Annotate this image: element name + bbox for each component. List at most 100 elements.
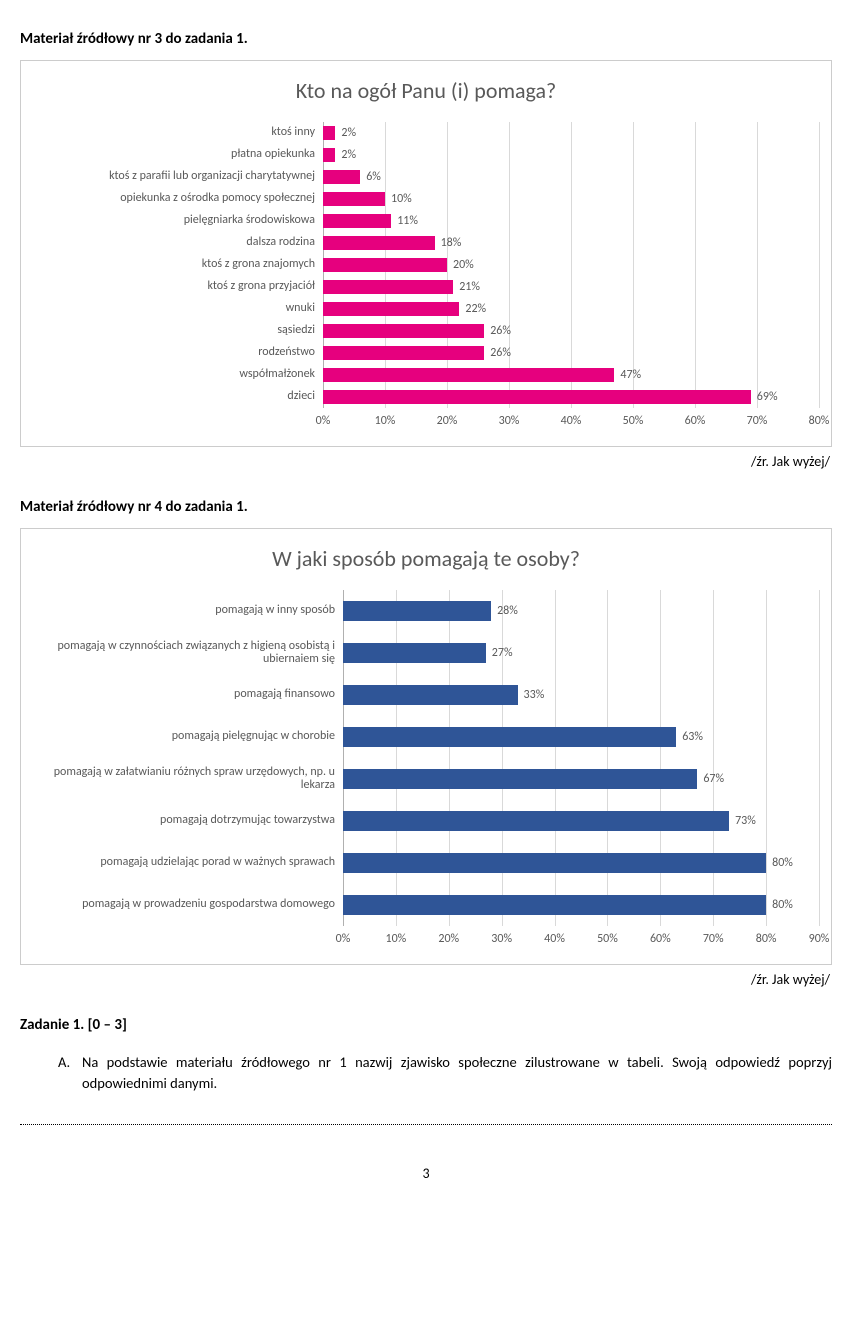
bar-row: współmałżonek47% <box>33 364 819 386</box>
section2-heading: Materiał źródłowy nr 4 do zadania 1. <box>20 498 832 516</box>
section2-source: /źr. Jak wyżej/ <box>20 971 830 988</box>
grid-line <box>447 254 448 276</box>
grid-line <box>766 884 767 926</box>
grid-line <box>819 674 820 716</box>
grid-line <box>633 144 634 166</box>
bar-row: płatna opiekunka2% <box>33 144 819 166</box>
x-tick-label: 60% <box>685 414 706 428</box>
bar <box>323 368 614 382</box>
bar-value-label: 73% <box>735 814 756 828</box>
bar-label: dalsza rodzina <box>33 236 323 249</box>
bar-row: pomagają w czynnościach związanych z hig… <box>33 632 819 674</box>
grid-line <box>660 674 661 716</box>
bar-row: opiekunka z ośrodka pomocy społecznej10% <box>33 188 819 210</box>
x-tick-label: 20% <box>438 932 459 946</box>
grid-line <box>695 276 696 298</box>
bar <box>323 346 484 360</box>
bar-value-label: 33% <box>524 688 545 702</box>
plot-area: 47% <box>323 364 819 386</box>
grid-line <box>385 144 386 166</box>
bar-value-label: 28% <box>497 604 518 618</box>
x-axis: 0%10%20%30%40%50%60%70%80%90% <box>33 930 819 948</box>
grid-line <box>757 276 758 298</box>
chart2-title: W jaki sposób pomagają te osoby? <box>33 545 819 572</box>
bar-row: dzieci 69% <box>33 386 819 408</box>
task-item-letter: A. <box>58 1052 82 1094</box>
task-item-text: Na podstawie materiału źródłowego nr 1 n… <box>82 1052 832 1094</box>
bar-row: dalsza rodzina18% <box>33 232 819 254</box>
grid-line <box>555 590 556 632</box>
plot-area: 33% <box>343 674 819 716</box>
bar-value-label: 69% <box>757 390 778 404</box>
x-tick-label: 70% <box>703 932 724 946</box>
grid-line <box>633 342 634 364</box>
grid-line <box>571 144 572 166</box>
x-tick-label: 80% <box>756 932 777 946</box>
bar <box>323 192 385 206</box>
bar <box>323 126 335 140</box>
bar-label: wnuki <box>33 302 323 315</box>
bar-value-label: 21% <box>459 280 480 294</box>
grid-line <box>713 590 714 632</box>
bar-value-label: 20% <box>453 258 474 272</box>
grid-line <box>819 144 820 166</box>
grid-line <box>695 320 696 342</box>
bar-value-label: 6% <box>366 170 381 184</box>
bar-row: ktoś z grona znajomych 20% <box>33 254 819 276</box>
x-tick-label: 40% <box>544 932 565 946</box>
grid-line <box>819 122 820 144</box>
plot-area: 73% <box>343 800 819 842</box>
grid-line <box>819 884 820 926</box>
chart2-container: W jaki sposób pomagają te osoby? pomagaj… <box>20 528 832 965</box>
grid-line <box>633 166 634 188</box>
bar <box>323 170 360 184</box>
grid-line <box>509 166 510 188</box>
grid-line <box>571 276 572 298</box>
grid-line <box>757 254 758 276</box>
chart1-container: Kto na ogół Panu (i) pomaga? ktoś inny2%… <box>20 60 832 447</box>
grid-line <box>509 122 510 144</box>
bar-label: płatna opiekunka <box>33 148 323 161</box>
plot-area: 20% <box>323 254 819 276</box>
grid-line <box>757 188 758 210</box>
bar-label: ktoś inny <box>33 126 323 139</box>
x-tick-label: 30% <box>499 414 520 428</box>
grid-line <box>633 254 634 276</box>
grid-line <box>447 166 448 188</box>
grid-line <box>607 674 608 716</box>
grid-line <box>555 674 556 716</box>
grid-line <box>509 210 510 232</box>
bar <box>323 280 453 294</box>
bar <box>323 302 459 316</box>
grid-line <box>819 800 820 842</box>
grid-line <box>819 232 820 254</box>
bar <box>323 214 391 228</box>
plot-area: 2% <box>323 122 819 144</box>
grid-line <box>766 800 767 842</box>
grid-line <box>695 122 696 144</box>
grid-line <box>819 188 820 210</box>
grid-line <box>695 342 696 364</box>
x-axis: 0%10%20%30%40%50%60%70%80% <box>33 412 819 430</box>
grid-line <box>713 716 714 758</box>
grid-line <box>819 276 820 298</box>
grid-line <box>571 298 572 320</box>
bar-label: ktoś z grona znajomych <box>33 258 323 271</box>
plot-area: 11% <box>323 210 819 232</box>
grid-line <box>509 188 510 210</box>
bar-label: dzieci <box>33 390 323 403</box>
grid-line <box>447 122 448 144</box>
grid-line <box>571 254 572 276</box>
grid-line <box>766 842 767 884</box>
bar <box>343 769 697 789</box>
grid-line <box>660 632 661 674</box>
grid-line <box>757 364 758 386</box>
bar-row: wnuki22% <box>33 298 819 320</box>
task-items: A.Na podstawie materiału źródłowego nr 1… <box>20 1052 832 1094</box>
grid-line <box>633 298 634 320</box>
bar <box>323 258 447 272</box>
grid-line <box>766 758 767 800</box>
grid-line <box>385 188 386 210</box>
plot-area: 26% <box>323 342 819 364</box>
grid-line <box>713 674 714 716</box>
